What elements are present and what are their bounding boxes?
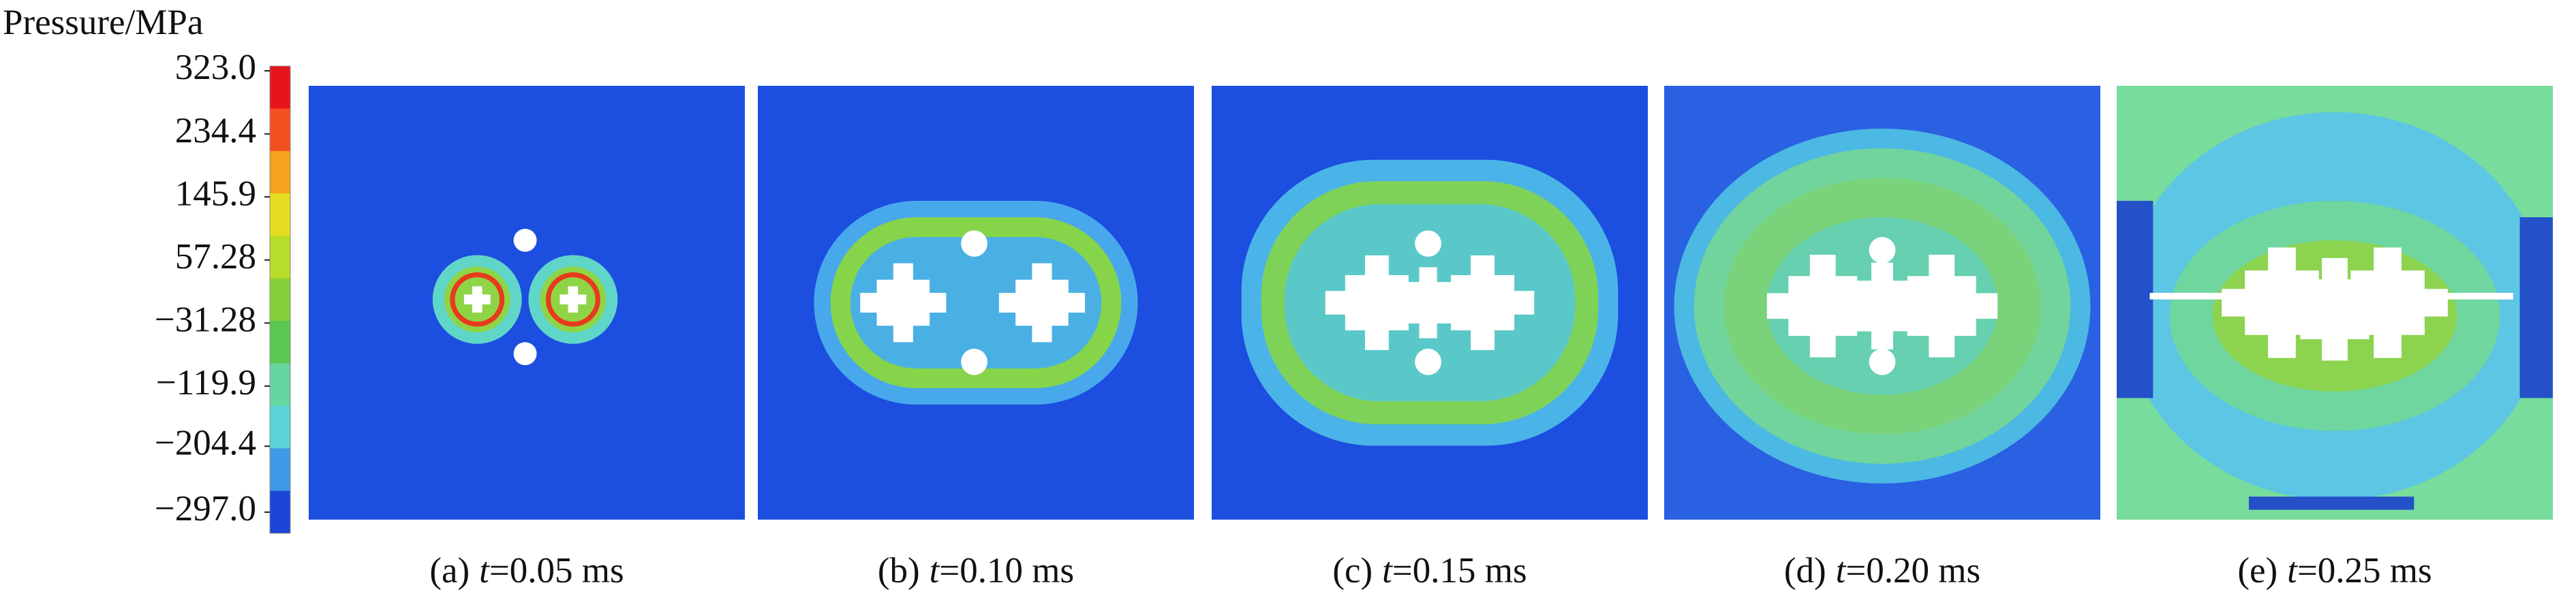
void <box>1853 281 1912 332</box>
colorbar-band <box>270 236 290 279</box>
simulation-panel <box>309 86 745 520</box>
caption-variable: t <box>2287 551 2298 590</box>
colorbar-tick-label: 234.4 <box>175 111 256 151</box>
field <box>309 86 745 520</box>
caption-label: (a) <box>429 551 470 590</box>
colorbar-band <box>270 108 290 152</box>
panel-caption: (a) t=0.05 ms <box>429 551 624 590</box>
panel-caption: (c) t=0.15 ms <box>1332 551 1527 590</box>
wave <box>2519 217 2553 398</box>
colorbar-tick-label: 323.0 <box>175 48 256 87</box>
void <box>1869 349 1896 375</box>
colorbar-band <box>270 448 290 492</box>
colorbar-band <box>270 321 290 364</box>
colorbar-tick-label: −204.4 <box>155 423 256 462</box>
colorbar-tick-label: −297.0 <box>155 489 256 528</box>
void <box>513 342 537 366</box>
panel-caption: (e) t=0.25 ms <box>2237 551 2432 590</box>
colorbar-tick-label: 57.28 <box>175 237 256 277</box>
caption-label: (d) <box>1784 551 1826 590</box>
colorbar-frame <box>269 65 291 534</box>
void <box>876 279 930 326</box>
caption-time: =0.10 ms <box>939 551 1074 590</box>
caption-time: =0.15 ms <box>1392 551 1527 590</box>
simulation-panel <box>2117 86 2553 520</box>
void <box>1015 279 1069 326</box>
void <box>2300 279 2370 340</box>
colorbar-tick-label: 145.9 <box>175 174 256 213</box>
caption-variable: t <box>479 551 490 590</box>
void <box>1869 236 1896 264</box>
wave <box>450 272 505 327</box>
colorbar-band <box>270 278 290 321</box>
simulation-panel <box>1664 86 2100 520</box>
void <box>1404 282 1452 323</box>
wave <box>2117 200 2153 398</box>
void <box>513 228 537 252</box>
colorbar-band <box>270 66 290 109</box>
void <box>568 286 579 313</box>
caption-label: (c) <box>1332 551 1373 590</box>
colorbar-tick-label: −119.9 <box>156 363 256 402</box>
caption-variable: t <box>1382 551 1393 590</box>
void <box>472 286 482 313</box>
caption-time: =0.25 ms <box>2297 551 2432 590</box>
colorbar-band <box>270 490 290 534</box>
caption-label: (b) <box>878 551 920 590</box>
caption-variable: t <box>1836 551 1847 590</box>
void <box>1415 230 1441 257</box>
colorbar-band <box>270 405 290 449</box>
colorbar-title: Pressure/MPa <box>3 3 203 42</box>
caption-time: =0.20 ms <box>1845 551 1980 590</box>
void <box>961 349 987 375</box>
colorbar-tick-label: −31.28 <box>155 300 256 339</box>
caption-variable: t <box>930 551 940 590</box>
colorbar-band <box>270 151 290 194</box>
void <box>1415 349 1441 375</box>
void <box>961 230 987 257</box>
caption-time: =0.05 ms <box>489 551 624 590</box>
panel-caption: (b) t=0.10 ms <box>878 551 1074 590</box>
panel-caption: (d) t=0.20 ms <box>1784 551 1980 590</box>
simulation-panel <box>758 86 1194 520</box>
colorbar-band <box>270 193 290 236</box>
simulation-panel <box>1212 86 1648 520</box>
wave <box>2248 496 2414 510</box>
colorbar-band <box>270 363 290 407</box>
caption-label: (e) <box>2237 551 2278 590</box>
wave <box>545 272 600 327</box>
